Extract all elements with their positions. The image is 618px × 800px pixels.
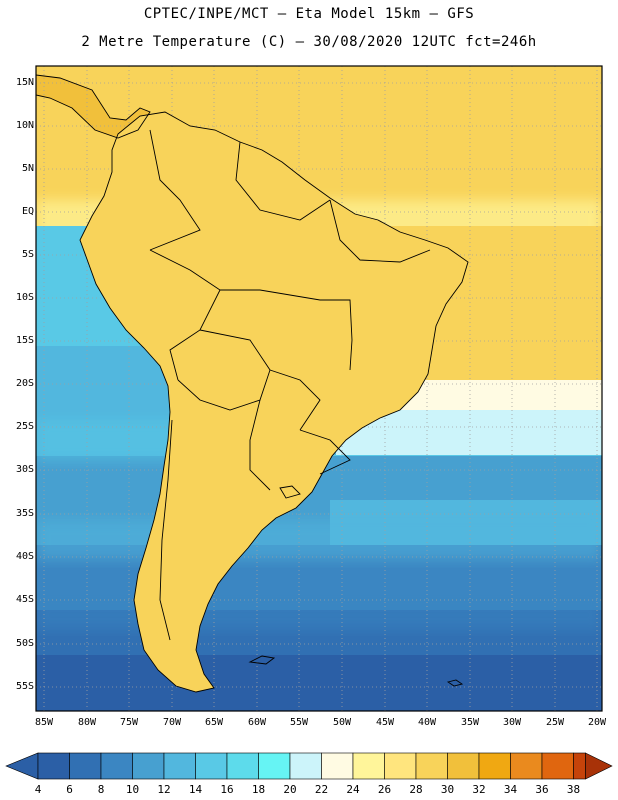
colorbar-swatch <box>573 752 586 780</box>
colorbar-label: 8 <box>97 783 105 796</box>
lon-label: 20W <box>587 717 607 728</box>
lat-label: 10N <box>15 120 34 131</box>
map-frame <box>35 65 603 712</box>
lon-label: 55W <box>289 717 309 728</box>
lon-label: 45W <box>375 717 395 728</box>
colorbar-swatch <box>510 752 543 780</box>
colorbar-label: 14 <box>188 783 203 796</box>
lon-label: 80W <box>77 717 97 728</box>
lon-label: 50W <box>332 717 352 728</box>
colorbar-label: 20 <box>283 783 297 796</box>
colorbar-label: 34 <box>503 783 518 796</box>
colorbar-arrow-left <box>5 752 39 780</box>
colorbar-label: 30 <box>440 783 455 796</box>
colorbar-swatch <box>163 752 196 780</box>
lon-label: 60W <box>247 717 267 728</box>
colorbar-label: 24 <box>346 783 360 796</box>
colorbar-swatch <box>541 752 574 780</box>
lat-label: EQ <box>21 206 34 217</box>
lat-label: 30S <box>15 464 34 475</box>
colorbar-label: 16 <box>220 783 234 796</box>
colorbar <box>5 752 613 780</box>
lat-label: 10S <box>15 292 34 303</box>
colorbar-swatch <box>321 752 354 780</box>
map-title-line2: 2 Metre Temperature (C) – 30/08/2020 12U… <box>81 34 537 50</box>
lat-label: 35S <box>15 508 34 519</box>
lat-label: 5S <box>21 249 34 260</box>
lat-label: 45S <box>15 594 34 605</box>
lat-label: 40S <box>15 551 34 562</box>
borders <box>36 74 469 693</box>
lon-label: 70W <box>162 717 182 728</box>
colorbar-arrow-right <box>585 752 613 780</box>
colorbar-label: 32 <box>472 783 486 796</box>
colorbar-swatch <box>195 752 228 780</box>
colorbar-label: 22 <box>314 783 329 796</box>
lat-label: 5N <box>21 163 34 174</box>
colorbar-label: 36 <box>535 783 549 796</box>
map-title-line1: CPTEC/INPE/MCT – Eta Model 15km – GFS <box>143 6 475 22</box>
colorbar-swatch <box>384 752 417 780</box>
colorbar-label: 12 <box>157 783 171 796</box>
lat-label: 15N <box>15 77 34 88</box>
colorbar-label: 4 <box>34 783 42 796</box>
colorbar-label: 38 <box>566 783 581 796</box>
colorbar-swatch <box>258 752 291 780</box>
lon-label: 75W <box>119 717 139 728</box>
lon-label: 85W <box>34 717 54 728</box>
colorbar-swatch <box>100 752 133 780</box>
lon-label: 30W <box>502 717 522 728</box>
colorbar-label: 26 <box>377 783 392 796</box>
lat-label: 20S <box>15 378 34 389</box>
lon-label: 40W <box>417 717 437 728</box>
colorbar-label: 10 <box>125 783 140 796</box>
colorbar-label: 6 <box>66 783 73 796</box>
lat-label: 55S <box>15 681 34 692</box>
map-field <box>36 66 602 711</box>
colorbar-swatch <box>478 752 511 780</box>
lat-label: 50S <box>15 638 34 649</box>
lon-label: 35W <box>460 717 480 728</box>
colorbar-label: 28 <box>409 783 423 796</box>
lon-label: 65W <box>204 717 224 728</box>
lat-label: 15S <box>15 335 34 346</box>
colorbar-label: 18 <box>251 783 266 796</box>
colorbar-swatch <box>447 752 480 780</box>
colorbar-swatch <box>352 752 385 780</box>
colorbar-swatch <box>132 752 165 780</box>
colorbar-swatch <box>289 752 322 780</box>
colorbar-swatch <box>415 752 448 780</box>
colorbar-swatch <box>69 752 102 780</box>
colorbar-swatch <box>226 752 259 780</box>
lon-label: 25W <box>545 717 565 728</box>
lat-label: 25S <box>15 421 34 432</box>
colorbar-swatch <box>37 752 70 780</box>
